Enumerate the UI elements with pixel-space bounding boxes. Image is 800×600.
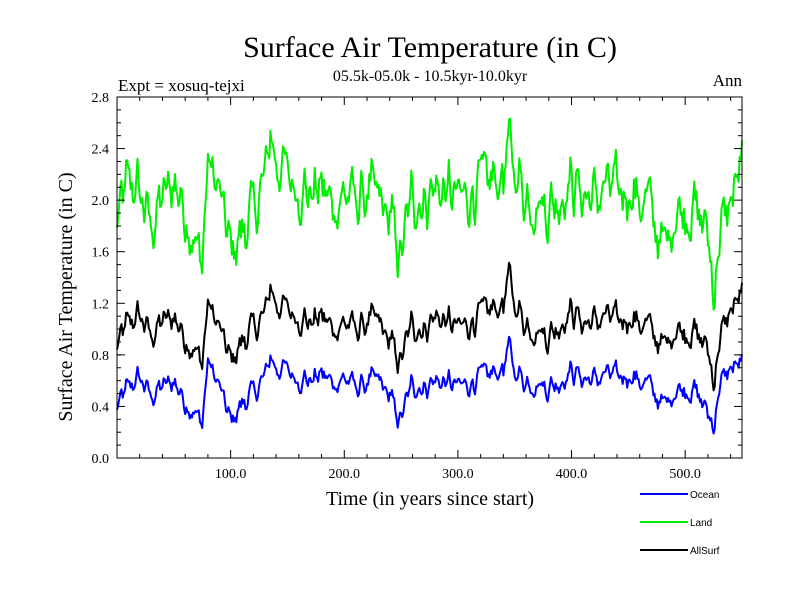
x-tick-label: 100.0 — [215, 467, 247, 482]
plot-frame — [116, 96, 743, 459]
x-axis-label: Time (in years since start) — [326, 488, 534, 510]
legend-label-land: Land — [690, 518, 712, 529]
y-tick-label: 0.8 — [92, 349, 110, 364]
y-tick-label: 2.0 — [92, 194, 110, 209]
x-tick-label: 200.0 — [329, 467, 361, 482]
x-tick-label: 400.0 — [556, 467, 588, 482]
x-tick-label: 500.0 — [669, 467, 701, 482]
legend: Ocean Land AllSurf — [640, 490, 720, 557]
legend-label-allsurf: AllSurf — [690, 546, 720, 557]
axis-ticks: 0.0 0.4 0.8 1.2 1.6 2.0 2.4 2.8 100.0 200.0 300.0 4… — [92, 91, 742, 482]
series-layer — [116, 117, 743, 435]
y-axis-label: Surface Air Temperature (in C) — [55, 172, 77, 421]
chart-subtitle: 05.5k-05.0k - 10.5kyr-10.0kyr — [333, 68, 528, 85]
series-line-ocean — [116, 335, 743, 435]
chart-title: Surface Air Temperature (in C) — [243, 31, 617, 64]
legend-label-ocean: Ocean — [690, 490, 719, 501]
y-tick-label: 2.4 — [92, 143, 110, 158]
y-tick-label: 2.8 — [92, 91, 110, 106]
y-tick-label: 1.2 — [92, 297, 110, 312]
period-label: Ann — [713, 71, 743, 90]
y-tick-label: 0.0 — [92, 452, 110, 467]
expt-label: Expt = xosuq-tejxi — [118, 76, 245, 95]
y-tick-label: 1.6 — [92, 246, 110, 261]
series-line-land — [116, 117, 743, 311]
series-line-allsurf — [116, 261, 743, 392]
y-tick-label: 0.4 — [92, 400, 110, 415]
x-tick-label: 300.0 — [442, 467, 474, 482]
